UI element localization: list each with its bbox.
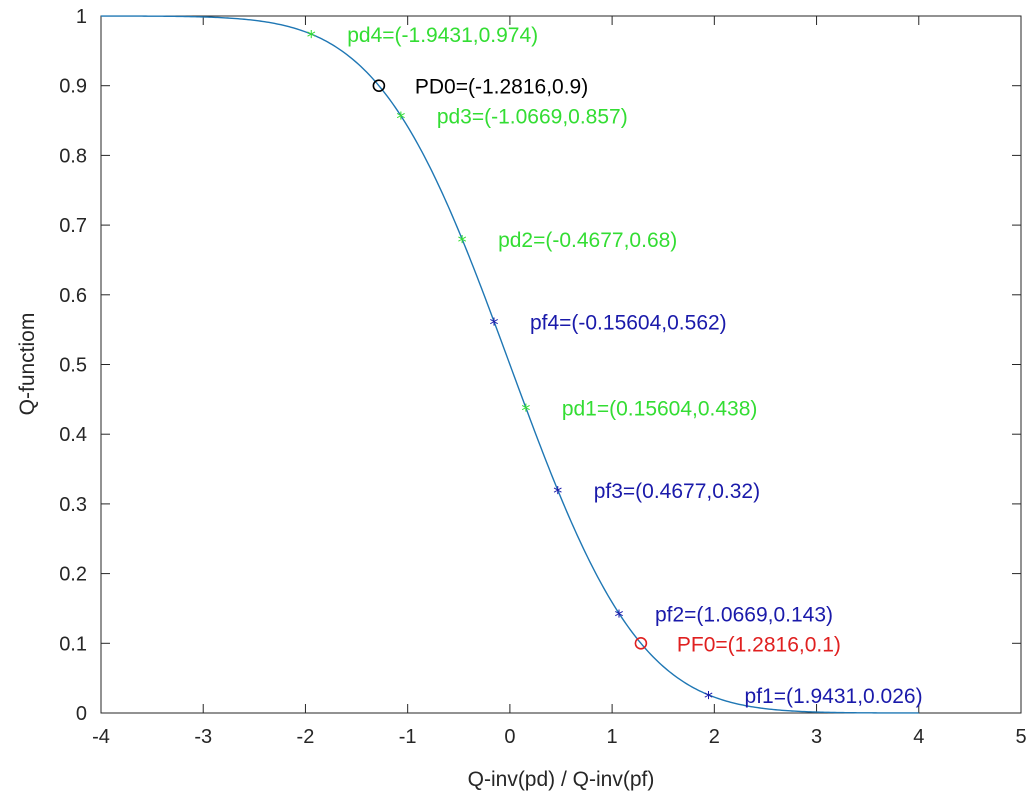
x-axis-label: Q-inv(pd) / Q-inv(pf) xyxy=(468,768,655,791)
point-annotation: pd1=(0.15604,0.438) xyxy=(562,398,758,421)
x-tick-label: -4 xyxy=(92,726,110,748)
curve-layer xyxy=(101,15,919,714)
star-marker: * xyxy=(521,401,530,422)
q-function-line xyxy=(101,15,919,714)
circle-marker xyxy=(634,636,648,650)
star-marker: * xyxy=(553,483,562,504)
star-marker: * xyxy=(458,232,467,253)
point-annotation: PD0=(-1.2816,0.9) xyxy=(415,76,588,99)
point-annotation: PF0=(1.2816,0.1) xyxy=(677,633,841,656)
y-tick-label: 0.9 xyxy=(59,76,87,98)
point-annotation: pf1=(1.9431,0.026) xyxy=(745,685,923,708)
point-annotation: pf3=(0.4677,0.32) xyxy=(594,480,760,503)
star-marker: * xyxy=(307,27,316,48)
y-tick-label: 0.1 xyxy=(59,633,87,655)
x-tick-label: 1 xyxy=(607,726,618,748)
point-annotation: pf2=(1.0669,0.143) xyxy=(655,603,833,626)
point-annotation: pd3=(-1.0669,0.857) xyxy=(437,106,628,129)
point-annotation: pd4=(-1.9431,0.974) xyxy=(347,24,538,47)
x-tick-label: -3 xyxy=(194,726,212,748)
marker-layer: * * * * * * * * xyxy=(307,27,713,709)
point-annotation: pd2=(-0.4677,0.68) xyxy=(498,229,677,252)
plot-area xyxy=(100,15,1022,714)
y-tick-label: 1 xyxy=(76,6,87,28)
star-marker: * xyxy=(489,314,498,335)
y-tick-label: 0.8 xyxy=(59,145,87,167)
x-tick-label: 0 xyxy=(504,726,515,748)
y-tick-label: 0.4 xyxy=(59,424,87,446)
axis-ticks: -4 -3 -2 -1 0 1 2 3 4 5 0 0.1 0.2 0.3 0.4 0.5 0.6 0.7 0.8 0… xyxy=(59,6,1026,748)
y-tick-label: 0.3 xyxy=(59,494,87,516)
y-tick-label: 0.6 xyxy=(59,285,87,307)
y-tick-label: 0.2 xyxy=(59,564,87,586)
circle-marker xyxy=(372,79,386,92)
star-marker: * xyxy=(704,688,713,709)
star-marker: * xyxy=(614,606,623,627)
star-marker: * xyxy=(396,109,405,130)
y-tick-label: 0.7 xyxy=(59,215,87,237)
x-tick-label: -1 xyxy=(399,726,417,748)
point-annotation: pf4=(-0.15604,0.562) xyxy=(530,311,727,334)
x-tick-label: 5 xyxy=(1015,726,1026,748)
y-tick-label: 0.5 xyxy=(59,355,87,377)
x-tick-label: 2 xyxy=(709,726,720,748)
x-tick-label: 3 xyxy=(811,726,822,748)
x-tick-label: 4 xyxy=(913,726,924,748)
x-tick-label: -2 xyxy=(297,726,315,748)
y-tick-label: 0 xyxy=(76,703,87,725)
annotation-layer: pd4=(-1.9431,0.974) PD0=(-1.2816,0.9) pd3=… xyxy=(347,24,922,708)
y-axis-label: Q-functiom xyxy=(16,313,39,416)
